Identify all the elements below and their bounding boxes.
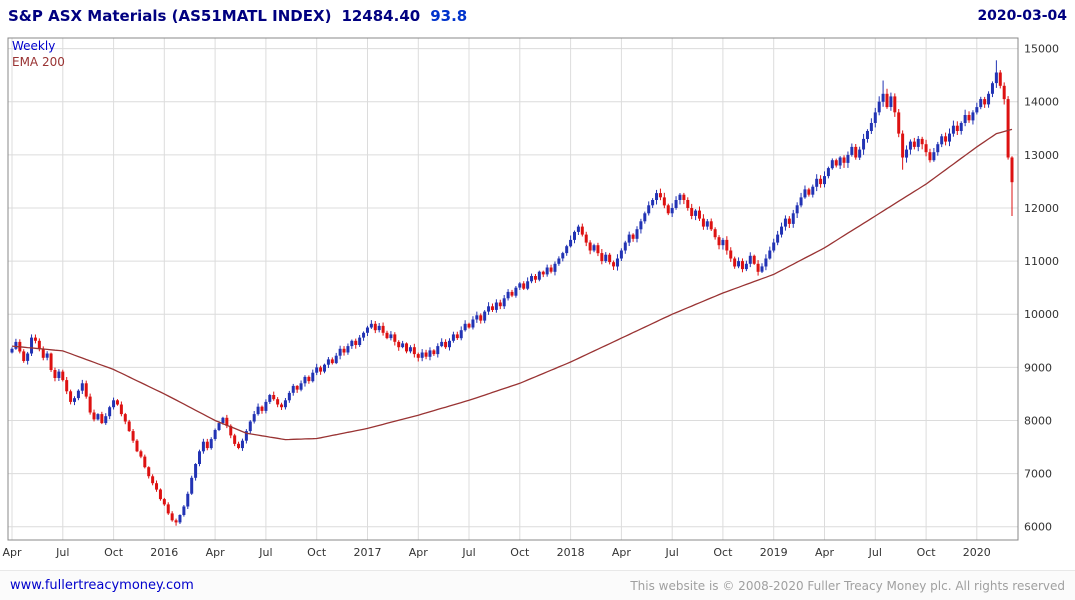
y-axis-label: 13000: [1024, 149, 1059, 162]
grid-lines: [8, 38, 1018, 540]
ema-label: EMA 200: [12, 55, 65, 69]
y-axis-label: 14000: [1024, 96, 1059, 109]
x-axis-label: Oct: [917, 546, 937, 559]
x-axis-label: Oct: [307, 546, 327, 559]
x-axis-label: Jul: [868, 546, 882, 559]
x-axis-label: Oct: [713, 546, 733, 559]
chart-header: S&P ASX Materials (AS51MATL INDEX) 12484…: [0, 0, 1075, 30]
instrument-info: S&P ASX Materials (AS51MATL INDEX) 12484…: [8, 7, 467, 25]
chart-area[interactable]: Weekly EMA 200 6000 7000 8000 9000 10000 1100…: [0, 30, 1075, 570]
x-axis-label: Oct: [104, 546, 124, 559]
y-axis-label: 8000: [1024, 415, 1052, 428]
x-axis-label: Apr: [815, 546, 835, 559]
y-axis-label: 12000: [1024, 202, 1059, 215]
x-axis-label: 2016: [150, 546, 178, 559]
x-axis-label: Oct: [510, 546, 530, 559]
website-link[interactable]: www.fullertreacymoney.com: [10, 578, 194, 593]
x-axis-label: 2017: [354, 546, 382, 559]
plot-border: [7, 37, 1019, 541]
instrument-title: S&P ASX Materials (AS51MATL INDEX): [8, 7, 332, 25]
x-axis-label: Jul: [665, 546, 679, 559]
price-change: 93.8: [430, 7, 468, 25]
x-axis-label: Apr: [206, 546, 226, 559]
x-axis-label: Apr: [409, 546, 429, 559]
x-axis-label: 2018: [557, 546, 585, 559]
axis-labels: 6000 7000 8000 9000 10000 11000 12000 13000 1400…: [2, 43, 1059, 559]
y-axis-label: 11000: [1024, 255, 1059, 268]
y-axis-label: 15000: [1024, 43, 1059, 56]
x-axis-label: 2020: [963, 546, 991, 559]
page-footer: www.fullertreacymoney.com This website i…: [0, 570, 1075, 600]
y-axis-label: 10000: [1024, 308, 1059, 321]
x-axis-label: Apr: [612, 546, 632, 559]
x-axis-label: Jul: [258, 546, 272, 559]
x-axis-label: 2019: [760, 546, 788, 559]
last-price: 12484.40: [341, 7, 421, 25]
y-axis-label: 9000: [1024, 361, 1052, 374]
x-axis-label: Jul: [461, 546, 475, 559]
chart-legend: Weekly EMA 200: [12, 38, 65, 70]
candlesticks: [10, 60, 1014, 526]
y-axis-label: 6000: [1024, 521, 1052, 534]
candlestick-chart-svg[interactable]: 6000 7000 8000 9000 10000 11000 12000 13000 1400…: [0, 30, 1075, 570]
chart-date: 2020-03-04: [977, 8, 1067, 24]
y-axis-label: 7000: [1024, 468, 1052, 481]
timeframe-label: Weekly: [12, 39, 56, 53]
copyright-text: This website is © 2008-2020 Fuller Treac…: [630, 578, 1065, 593]
x-axis-label: Apr: [2, 546, 22, 559]
x-axis-label: Jul: [55, 546, 69, 559]
ema-line: [11, 128, 1013, 441]
